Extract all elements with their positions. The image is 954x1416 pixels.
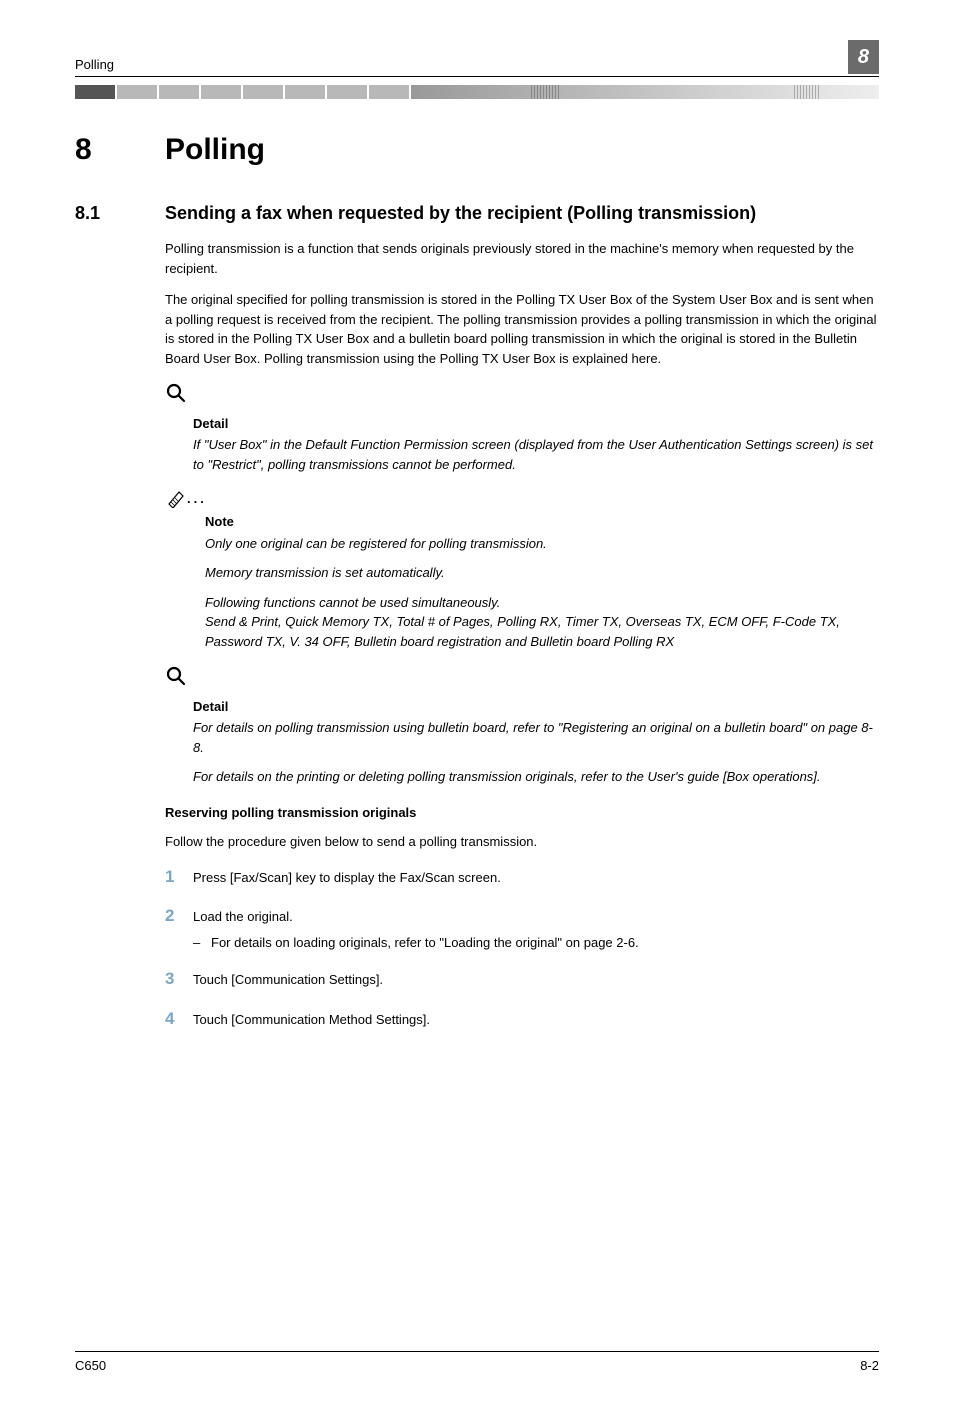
detail-label: Detail [193, 697, 879, 717]
step-text: Load the original. – For details on load… [193, 907, 879, 952]
section-number: 8.1 [75, 200, 165, 227]
page-header: Polling 8 [75, 40, 879, 77]
footer-model: C650 [75, 1356, 106, 1376]
chapter-badge: 8 [848, 40, 879, 74]
sub-step-dash: – [193, 933, 211, 953]
header-section-name: Polling [75, 55, 114, 75]
note-dots: ... [187, 489, 207, 509]
step-number: 1 [165, 864, 193, 890]
intro-body: Polling transmission is a function that … [165, 239, 879, 368]
note-text-4: Send & Print, Quick Memory TX, Total # o… [205, 612, 879, 651]
step-number: 4 [165, 1006, 193, 1032]
step-2: 2 Load the original. – For details on lo… [165, 903, 879, 952]
decorative-bar [75, 85, 879, 99]
detail-icon [165, 665, 879, 693]
note-text-3: Following functions cannot be used simul… [205, 593, 879, 613]
step-text-main: Load the original. [193, 909, 293, 924]
section-title: Sending a fax when requested by the reci… [165, 200, 756, 227]
step-4: 4 Touch [Communication Method Settings]. [165, 1006, 879, 1032]
detail-text-2: For details on the printing or deleting … [193, 767, 879, 787]
intro-paragraph-1: Polling transmission is a function that … [165, 239, 879, 278]
decor-ticks [75, 85, 411, 99]
step-text: Touch [Communication Settings]. [193, 970, 879, 990]
step-number: 2 [165, 903, 193, 929]
footer-page-number: 8-2 [860, 1356, 879, 1376]
detail-callout-2: Detail For details on polling transmissi… [165, 665, 879, 787]
detail-label: Detail [193, 414, 879, 434]
sub-step-text: For details on loading originals, refer … [211, 933, 639, 953]
step-text: Touch [Communication Method Settings]. [193, 1010, 879, 1030]
procedure-intro-text: Follow the procedure given below to send… [165, 832, 879, 852]
subsection-heading: Reserving polling transmission originals [165, 803, 879, 823]
detail-text: If "User Box" in the Default Function Pe… [193, 435, 879, 474]
chapter-heading: 8 Polling [75, 127, 879, 172]
intro-paragraph-2: The original specified for polling trans… [165, 290, 879, 368]
step-number: 3 [165, 966, 193, 992]
procedure-intro: Follow the procedure given below to send… [165, 832, 879, 852]
step-1: 1 Press [Fax/Scan] key to display the Fa… [165, 864, 879, 890]
sub-step: – For details on loading originals, refe… [193, 933, 879, 953]
page-footer: C650 8-2 [75, 1351, 879, 1376]
step-text: Press [Fax/Scan] key to display the Fax/… [193, 868, 879, 888]
detail-text-1: For details on polling transmission usin… [193, 718, 879, 757]
detail-icon [165, 382, 879, 410]
note-label: Note [205, 512, 879, 532]
decor-gradient [411, 85, 879, 99]
note-callout: ... Note Only one original can be regist… [165, 488, 879, 651]
note-text-1: Only one original can be registered for … [205, 534, 879, 554]
section-heading: 8.1 Sending a fax when requested by the … [75, 200, 879, 227]
chapter-number: 8 [75, 127, 165, 172]
note-icon: ... [165, 488, 879, 508]
detail-callout-1: Detail If "User Box" in the Default Func… [165, 382, 879, 474]
step-3: 3 Touch [Communication Settings]. [165, 966, 879, 992]
chapter-title: Polling [165, 127, 265, 172]
note-text-2: Memory transmission is set automatically… [205, 563, 879, 583]
